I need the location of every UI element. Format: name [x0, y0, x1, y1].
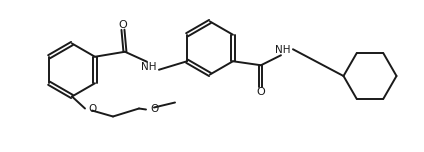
Text: O: O	[151, 104, 159, 114]
Text: O: O	[89, 105, 97, 114]
Text: O: O	[257, 87, 265, 97]
Text: O: O	[119, 20, 127, 30]
Text: NH: NH	[275, 45, 291, 55]
Text: NH: NH	[141, 62, 157, 72]
